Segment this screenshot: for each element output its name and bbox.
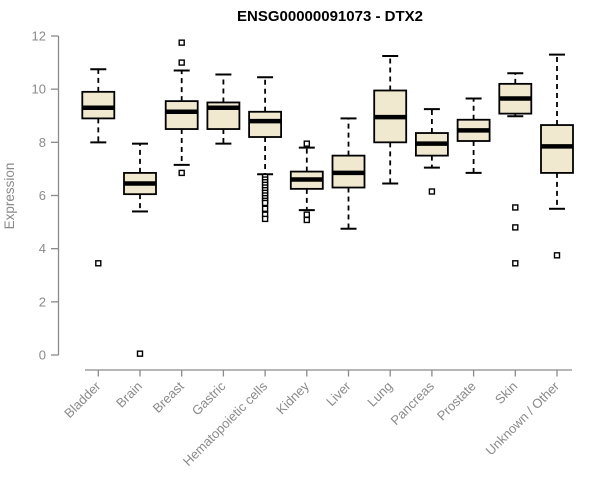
boxplot-bladder — [81, 68, 116, 267]
outlier-point — [512, 204, 519, 211]
boxplot-kidney — [289, 140, 324, 224]
x-tick-label: Pancreas — [388, 378, 438, 428]
y-tick-label: 12 — [32, 29, 46, 44]
iqr-box — [81, 90, 116, 120]
x-tick-label: Bladder — [61, 378, 104, 421]
outlier-point — [95, 260, 102, 267]
outlier-point — [553, 252, 561, 259]
x-tick-label: Skin — [492, 379, 520, 407]
chart-title: ENSG00000091073 - DTX2 — [237, 8, 423, 25]
iqr-box — [540, 124, 574, 174]
boxplot-lung — [373, 54, 408, 185]
boxplots-layer — [81, 39, 574, 357]
x-tick-label: Brain — [113, 379, 145, 411]
x-tick-label: Liver — [323, 378, 354, 409]
outlier-point — [428, 188, 436, 195]
boxplot-unknown-other — [540, 53, 574, 259]
outlier-point — [136, 350, 144, 357]
boxplot-gastric — [206, 73, 241, 145]
outlier-point — [261, 199, 269, 207]
y-tick-label: 6 — [39, 188, 46, 203]
y-axis-title: Expression — [2, 163, 17, 230]
outlier-point — [261, 215, 269, 223]
y-tick-label: 8 — [39, 135, 46, 150]
x-tick-label: Unknown / Other — [483, 378, 563, 458]
boxplot-liver — [331, 117, 366, 230]
outlier-point — [178, 169, 185, 177]
outlier-point — [303, 140, 310, 147]
boxplot-breast — [164, 39, 199, 177]
outlier-point — [303, 216, 310, 224]
x-tick-label: Kidney — [273, 378, 312, 417]
y-tick-label: 2 — [39, 294, 46, 309]
boxplot-hematopoietic-cells — [248, 76, 283, 223]
outlier-point — [261, 205, 269, 212]
x-tick-label: Lung — [364, 379, 395, 410]
iqr-box — [164, 100, 199, 130]
x-tick-label: Prostate — [434, 379, 479, 424]
x-tick-label: Breast — [150, 378, 187, 415]
outlier-point — [512, 224, 519, 231]
outlier-point — [303, 211, 310, 218]
y-tick-label: 10 — [32, 82, 46, 97]
x-tick-label: Gastric — [189, 378, 229, 418]
boxplot-prostate — [456, 97, 491, 174]
y-tick-label: 4 — [39, 241, 46, 256]
iqr-box — [248, 110, 283, 138]
boxplot-skin — [498, 72, 533, 267]
boxplot-pancreas — [414, 108, 449, 195]
boxplot-brain — [123, 142, 157, 357]
outlier-point — [178, 59, 185, 66]
outlier-point — [178, 39, 185, 46]
y-tick-label: 0 — [39, 348, 46, 363]
outlier-point — [512, 260, 519, 267]
